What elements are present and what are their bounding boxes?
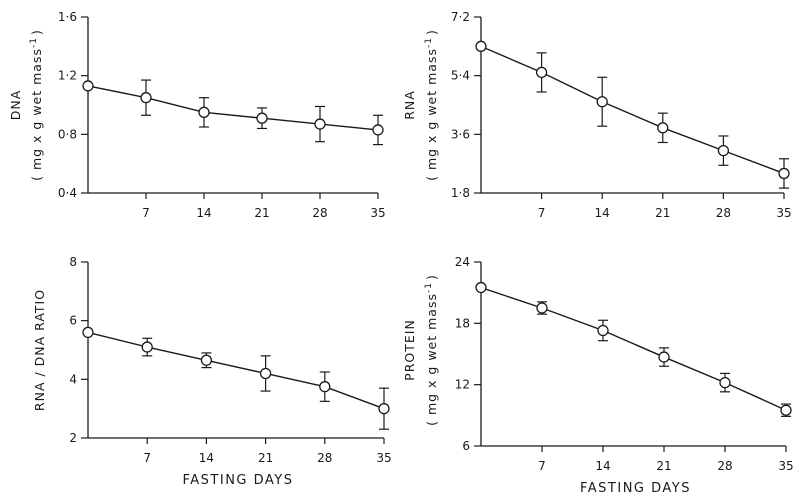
series-line (87, 85, 379, 131)
data-point (82, 326, 94, 339)
units-text: ( mg x g wet mass (424, 293, 439, 426)
y-tick-label: 0·8 (58, 127, 77, 141)
x-tick-label: 35 (776, 206, 791, 220)
x-tick-label: 35 (778, 459, 793, 473)
units-text: ( mg x g wet mass (424, 48, 439, 181)
rna-dna-ratio-chart-panel: 2 4 6 8 7 14 21 28 35 RNA / DNA RATIO FASTING DAYS (32, 255, 392, 488)
data-point (378, 403, 390, 415)
units-close-paren: ) (29, 29, 44, 35)
y-axis-label: DNA (8, 90, 23, 121)
x-tick-label: 7 (538, 206, 546, 220)
x-tick-label: 7 (142, 206, 150, 220)
x-tick-label: 28 (317, 451, 332, 465)
units-text: ( mg x g wet mass (29, 48, 44, 181)
units-exponent: -1 (424, 37, 434, 48)
dna-chart-panel: 0·4 0·8 1·2 1·6 7 14 21 28 35 DNA ( mg x g wet mas… (8, 10, 386, 220)
y-axis-label: RNA (402, 90, 417, 120)
data-point (82, 80, 94, 92)
data-point (475, 281, 487, 294)
series-line (87, 331, 385, 410)
data-point (256, 112, 268, 124)
units-close-paren: ) (424, 274, 439, 280)
data-point (141, 341, 153, 353)
series-line (480, 286, 787, 411)
y-tick-label: 6 (69, 314, 77, 328)
x-tick-label: 14 (199, 451, 214, 465)
x-tick-label: 14 (595, 206, 610, 220)
x-tick-label: 21 (655, 206, 670, 220)
y-tick-label: 0·4 (58, 186, 77, 200)
data-point (198, 106, 210, 118)
y-tick-label: 18 (455, 316, 470, 330)
data-point (475, 40, 487, 52)
data-point (778, 167, 790, 180)
y-axis-units-label: ( mg x g wet mass-1) (424, 29, 439, 181)
x-axis-label: FASTING DAYS (183, 473, 294, 488)
y-axis-label: RNA / DNA RATIO (32, 289, 47, 411)
units-exponent: -1 (29, 37, 39, 48)
x-tick-label: 21 (656, 459, 671, 473)
y-tick-label: 6 (462, 439, 470, 453)
y-tick-label: 1·2 (58, 69, 77, 83)
data-point (658, 351, 670, 363)
rna-chart-panel: 1·8 3·6 5·4 7·2 7 14 21 28 35 RNA ( mg x g wet mas… (402, 10, 792, 220)
y-tick-label: 12 (455, 378, 470, 392)
data-point (259, 367, 272, 380)
y-tick-label: 24 (455, 255, 470, 269)
x-tick-label: 28 (312, 206, 327, 220)
y-tick-label: 1·6 (58, 10, 77, 24)
data-point (597, 324, 609, 337)
y-tick-label: 7·2 (451, 10, 470, 24)
x-tick-label: 28 (716, 206, 731, 220)
y-tick-label: 3·6 (451, 127, 470, 141)
data-point (780, 404, 792, 416)
x-tick-label: 28 (717, 459, 732, 473)
data-point (536, 302, 548, 314)
protein-chart-panel: 6 12 18 24 7 14 21 28 35 PROTEIN ( mg x g wet mass… (402, 255, 794, 494)
y-tick-label: 1·8 (451, 186, 470, 200)
x-tick-label: 7 (538, 459, 546, 473)
units-exponent: -1 (424, 282, 434, 293)
data-point (200, 354, 213, 366)
data-point (140, 92, 152, 104)
data-point (719, 376, 731, 389)
y-tick-label: 8 (69, 255, 77, 269)
data-point (314, 118, 326, 130)
x-tick-label: 7 (143, 451, 151, 465)
x-tick-label: 14 (595, 459, 610, 473)
data-point (596, 96, 608, 108)
data-point (657, 122, 669, 134)
y-tick-label: 5·4 (451, 69, 470, 83)
y-tick-label: 4 (69, 372, 77, 386)
data-point (319, 381, 331, 393)
y-axis-units-label: ( mg x g wet mass-1) (424, 274, 439, 426)
x-tick-label: 14 (196, 206, 211, 220)
x-axis-label: FASTING DAYS (580, 481, 691, 494)
units-close-paren: ) (424, 29, 439, 35)
x-tick-label: 35 (376, 451, 391, 465)
x-tick-label: 21 (258, 451, 273, 465)
x-tick-label: 35 (370, 206, 385, 220)
y-tick-label: 2 (69, 431, 77, 445)
y-axis-label: PROTEIN (402, 319, 417, 381)
data-point (535, 66, 548, 79)
x-tick-label: 21 (254, 206, 269, 220)
data-point (717, 144, 730, 157)
series-line (480, 45, 785, 175)
data-point (372, 124, 384, 136)
y-axis-units-label: ( mg x g wet mass-1) (29, 29, 44, 181)
